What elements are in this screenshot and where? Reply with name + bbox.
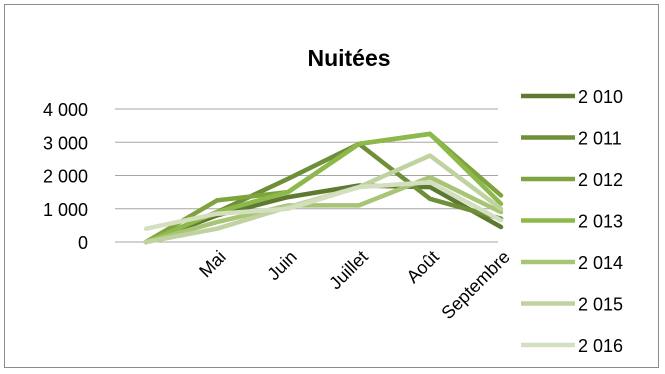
x-tick-label: Août — [403, 247, 443, 287]
series-line — [143, 174, 504, 245]
legend-label: 2 010 — [578, 87, 623, 107]
x-tick-label: Juin — [263, 247, 300, 284]
legend-label: 2 015 — [578, 295, 623, 315]
gridlines — [115, 108, 498, 243]
y-axis-labels: 0 1 000 2 000 3 000 4 000 — [43, 100, 88, 253]
legend: 2 010 2 011 2 012 2 013 2 014 2 015 2 016 — [521, 87, 623, 356]
y-tick-label: 4 000 — [43, 100, 88, 120]
legend-label: 2 016 — [578, 336, 623, 356]
series-lines — [143, 131, 504, 245]
chart-area — [4, 4, 659, 368]
legend-label: 2 013 — [578, 212, 623, 232]
y-tick-label: 2 000 — [43, 167, 88, 187]
y-tick-label: 0 — [78, 233, 88, 253]
legend-label: 2 011 — [578, 129, 622, 149]
y-tick-label: 1 000 — [43, 200, 88, 220]
series-line — [143, 179, 504, 231]
y-tick-label: 3 000 — [43, 133, 88, 153]
series-line — [143, 183, 504, 245]
legend-label: 2 012 — [578, 170, 623, 190]
chart-title: Nuitées — [307, 45, 390, 71]
x-tick-label: Juillet — [325, 247, 372, 294]
legend-label: 2 014 — [578, 253, 623, 273]
x-tick-label: Mai — [195, 247, 230, 282]
x-tick-label: Septembre — [437, 247, 513, 323]
